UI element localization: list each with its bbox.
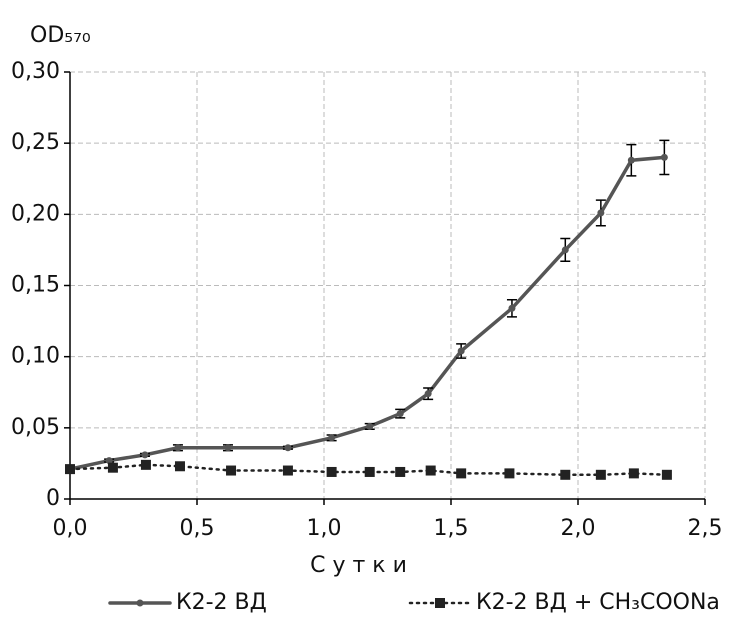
y-tick-label: 0,30 [11,59,60,84]
marker [366,422,374,430]
marker [504,468,515,479]
marker [395,466,406,477]
marker [396,410,404,418]
x-tick-label: 2,0 [561,516,596,541]
marker [226,465,237,476]
marker [628,468,639,479]
y-tick-label: 0,20 [11,201,60,226]
x-tick-label: 1,0 [307,516,342,541]
marker [456,468,467,479]
marker [105,457,113,465]
marker [140,459,151,470]
x-axis-label: Сутки [310,553,414,578]
y-tick-label: 0,05 [11,415,60,440]
y-tick-label: 0,25 [11,130,60,155]
marker [660,153,668,161]
legend-label: К2-2 ВД [176,590,267,615]
marker [424,390,432,398]
marker [107,462,118,473]
marker [224,444,232,452]
y-axis-label: OD₅₇₀ [30,23,91,48]
marker [282,465,293,476]
marker [597,209,605,217]
marker [326,466,337,477]
y-tick-label: 0,10 [11,344,60,369]
marker [284,444,292,452]
marker [627,156,635,164]
marker [141,451,149,459]
y-tick-label: 0 [46,486,60,511]
marker [457,347,465,355]
series-line [68,155,667,471]
marker [136,599,144,607]
marker [435,598,445,608]
x-tick-label: 0,5 [180,516,215,541]
marker [328,434,336,442]
x-tick-label: 0,0 [53,516,88,541]
marker [174,461,185,472]
series-line [68,463,669,477]
legend-label: К2-2 ВД + CH₃COONa [476,590,720,615]
marker [561,246,569,254]
marker [508,304,516,312]
marker [560,469,571,480]
marker [425,465,436,476]
marker [174,444,182,452]
marker [65,464,75,475]
marker [364,466,375,477]
x-tick-label: 2,5 [688,516,723,541]
y-tick-label: 0,15 [11,273,60,298]
marker [595,469,606,480]
marker [661,469,672,480]
x-tick-label: 1,5 [434,516,469,541]
